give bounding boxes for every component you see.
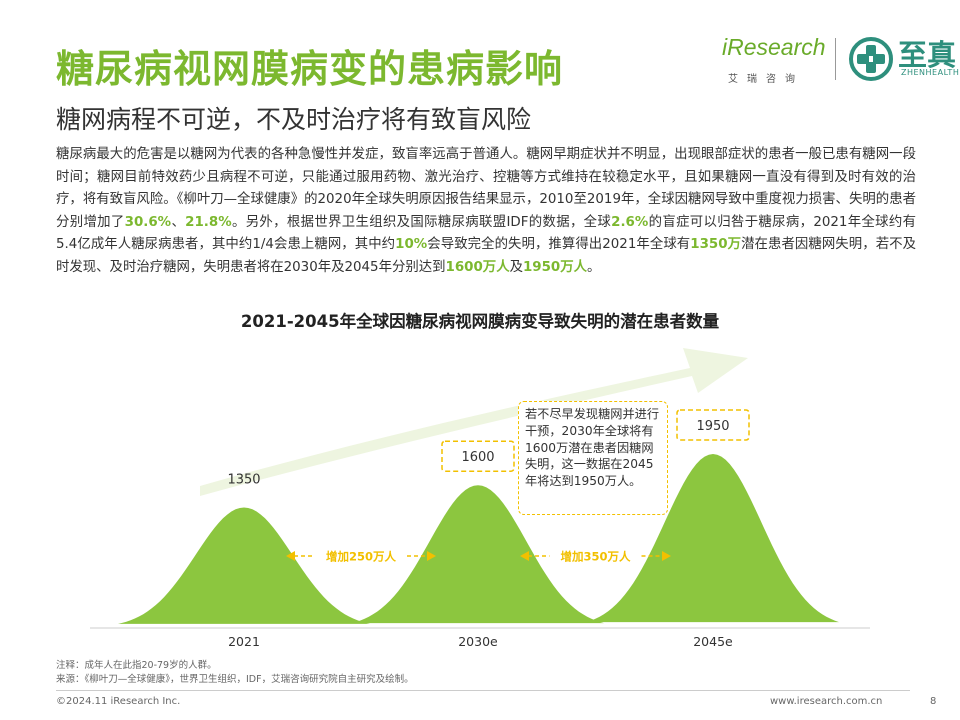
footnote-note: 注释：成年人在此指20-79岁的人群。 bbox=[56, 660, 217, 671]
body-text-2: 。另外，根据世界卫生组织及国际糖尿病联盟IDF的数据，全球 bbox=[231, 214, 612, 230]
page-subtitle: 糖网病程不可逆，不及时治疗将有致盲风险 bbox=[56, 105, 532, 134]
zhenhealth-cross-icon bbox=[849, 37, 893, 81]
zhenhealth-logo-en: ZHENHEALTH bbox=[901, 68, 960, 77]
highlight-vision-impairment-rate: 30.6% bbox=[124, 214, 172, 230]
highlight-blindness-rate: 21.8% bbox=[185, 214, 232, 230]
category-label-2030e: 2030e bbox=[458, 634, 498, 649]
trend-arrow bbox=[200, 348, 748, 496]
body-text-5: 潜在患者因糖网失明，若不及时发现、及时治疗糖网，失明患者将在2030年及2045… bbox=[56, 237, 917, 275]
value-label-2030e: 1600 bbox=[461, 450, 494, 465]
value-callout-box-2030e bbox=[441, 440, 515, 472]
body-text-6: 及 bbox=[509, 259, 523, 275]
value-callout-box-2045e bbox=[676, 409, 750, 441]
bell-peak-2021 bbox=[118, 507, 370, 624]
logo-area: iResearch 艾瑞咨询 至真 ZHENHEALTH bbox=[700, 30, 959, 90]
increment-label-2: 增加350万人 bbox=[560, 550, 631, 564]
highlight-2021-patients: 1350万 bbox=[690, 237, 742, 253]
highlight-blindness-share: 2.6% bbox=[611, 214, 649, 230]
iresearch-logo: iResearch bbox=[722, 34, 826, 60]
value-label-2021: 1350 bbox=[227, 473, 260, 488]
increment-arrowhead-right-2 bbox=[662, 551, 671, 561]
body-text-1: 糖尿病最大的危害是以糖网为代表的各种急慢性并发症，致盲率远高于普通人。糖网早期症… bbox=[56, 147, 916, 230]
value-label-2045e: 1950 bbox=[696, 419, 729, 434]
footnote-source: 来源：《柳叶刀—全球健康》，世界卫生组织，IDF，艾瑞咨询研究院自主研究及绘制。 bbox=[56, 674, 414, 685]
highlight-complete-blindness-share: 10% bbox=[395, 237, 428, 253]
body-text-7: 。 bbox=[587, 259, 601, 275]
logo-divider bbox=[835, 38, 836, 80]
page-title: 糖尿病视网膜病变的患病影响 bbox=[56, 47, 564, 91]
increment-arrowhead-right-1 bbox=[427, 551, 436, 561]
body-text-3: 的盲症可以归咎于糖尿病，2021年全球约有5.4亿成年人糖尿病患者，其中约1/4… bbox=[56, 214, 917, 253]
chart-title: 2021-2045年全球因糖尿病视网膜病变导致失明的潜在患者数量 bbox=[240, 312, 720, 331]
highlight-2030-patients: 1600万人 bbox=[445, 259, 510, 275]
category-label-2045e: 2045e bbox=[693, 634, 733, 649]
increment-arrowhead-left-1 bbox=[286, 551, 295, 561]
page-number: 8 bbox=[930, 696, 937, 707]
increment-label-1: 增加250万人 bbox=[326, 550, 397, 564]
category-label-2021: 2021 bbox=[228, 634, 260, 649]
website-link[interactable]: www.iresearch.com.cn bbox=[770, 696, 883, 707]
footer-divider bbox=[56, 690, 910, 691]
body-text-4: 会导致完全的失明，推算得出2021年全球有 bbox=[427, 237, 691, 253]
zhenhealth-logo-cn: 至真 bbox=[898, 38, 957, 72]
annotation-callout: 若不尽早发现糖网并进行干预，2030年全球将有1600万潜在患者因糖网失明，这一… bbox=[518, 401, 668, 515]
iresearch-logo-cn: 艾瑞咨询 bbox=[728, 74, 804, 85]
copyright: ©2024.11 iResearch Inc. bbox=[56, 696, 181, 707]
bell-peak-2030e bbox=[352, 485, 604, 624]
increment-arrowhead-left-2 bbox=[520, 551, 529, 561]
body-paragraph: 糖尿病最大的危害是以糖网为代表的各种急慢性并发症，致盲率远高于普通人。糖网早期症… bbox=[56, 144, 916, 280]
body-separator: 、 bbox=[171, 214, 186, 230]
bell-peak-2045e bbox=[587, 454, 839, 623]
highlight-2045-patients: 1950万人 bbox=[522, 259, 588, 275]
